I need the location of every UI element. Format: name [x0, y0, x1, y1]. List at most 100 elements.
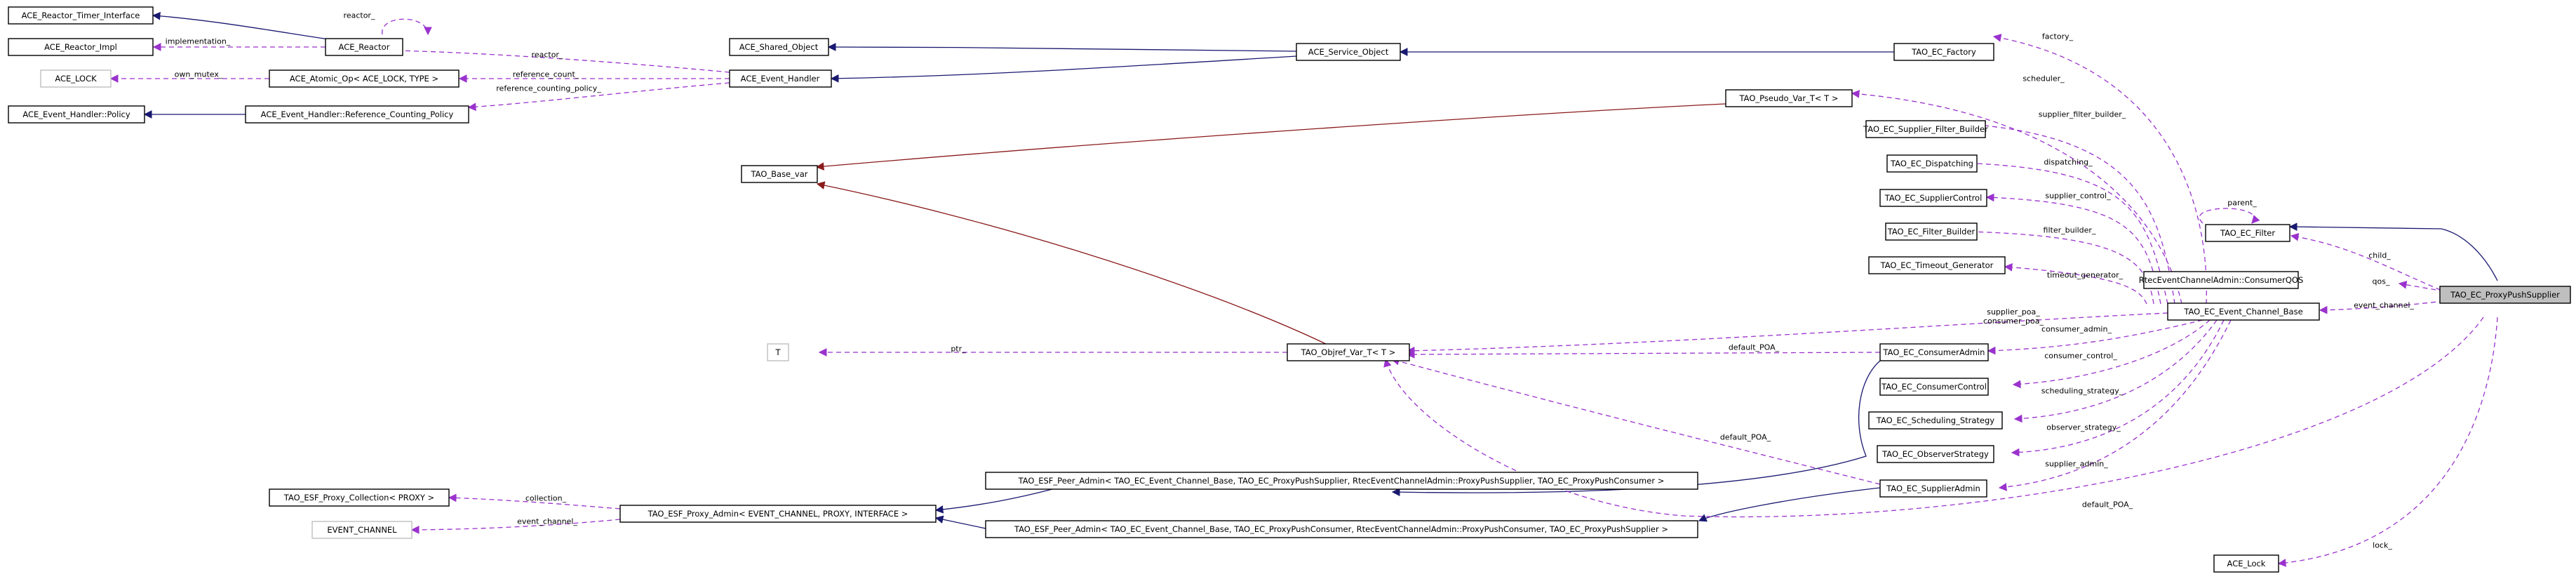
label-scheduler: scheduler_ [2022, 74, 2065, 84]
edge-proxy-push-supplier-inherits-filter [2288, 222, 2498, 281]
node-reactor-impl[interactable]: ACE_Reactor_Impl [8, 38, 154, 56]
node-consumer-qos[interactable]: RtecEventChannelAdmin::ConsumerQOS [2139, 271, 2304, 289]
node-ec-factory[interactable]: TAO_EC_Factory [1893, 43, 1994, 61]
edge-service-object-inherits-event-handler [830, 55, 1297, 83]
svg-text:ACE_Reactor_Impl: ACE_Reactor_Impl [44, 42, 117, 52]
node-reactor[interactable]: ACE_Reactor [325, 38, 403, 56]
svg-text:ACE_Event_Handler::Policy: ACE_Event_Handler::Policy [22, 109, 130, 119]
node-supplier-admin[interactable]: TAO_EC_SupplierAdmin [1879, 479, 1987, 498]
svg-text:TAO_EC_Filter_Builder: TAO_EC_Filter_Builder [1887, 227, 1975, 237]
node-atomic-op[interactable]: ACE_Atomic_Op< ACE_LOCK, TYPE > [269, 69, 459, 88]
edge-supplier-admin-default-poa [1390, 357, 1881, 485]
edge-filter-child [2290, 232, 2449, 294]
label-ptr: ptr_ [951, 345, 966, 354]
svg-text:TAO_EC_Event_Channel_Base: TAO_EC_Event_Channel_Base [2183, 307, 2302, 317]
svg-text:ACE_Atomic_Op< ACE_LOCK, TYPE: ACE_Atomic_Op< ACE_LOCK, TYPE > [290, 74, 438, 84]
node-supplier-filter-builder[interactable]: TAO_EC_Supplier_Filter_Builder [1863, 120, 1988, 138]
node-proxy-push-supplier[interactable]: TAO_EC_ProxyPushSupplier [2439, 286, 2571, 304]
edge-consumer-qos [2398, 281, 2445, 292]
node-shared-object[interactable]: ACE_Shared_Object [729, 38, 829, 56]
svg-text:TAO_EC_Dispatching: TAO_EC_Dispatching [1890, 159, 1973, 168]
node-event-channel-type[interactable]: EVENT_CHANNEL [311, 521, 412, 539]
node-event-handler-policy[interactable]: ACE_Event_Handler::Policy [8, 105, 145, 124]
node-objref-var[interactable]: TAO_Objref_Var_T< T > [1287, 343, 1410, 361]
node-filter-builder[interactable]: TAO_EC_Filter_Builder [1885, 222, 1978, 241]
edge-factory [1992, 34, 2207, 305]
node-ref-counting-policy[interactable]: ACE_Event_Handler::Reference_Counting_Po… [245, 105, 469, 124]
label-supplier-filter-builder: supplier_filter_builder_ [2039, 110, 2126, 119]
edge-peer-admin-consumer-inherits-proxy-admin [934, 515, 986, 529]
label-filter-builder: filter_builder_ [2044, 226, 2096, 235]
node-scheduling-strategy[interactable]: TAO_EC_Scheduling_Strategy [1868, 411, 2003, 430]
edge-consumer-admin-inherits-peer-admin [1391, 360, 1881, 497]
label-default-poa-2: default_POA_ [1720, 433, 1771, 442]
node-peer-admin-supplier[interactable]: TAO_ESF_Peer_Admin< TAO_EC_Event_Channel… [985, 472, 1698, 490]
edge-consumer-admin-default-poa [1406, 350, 1881, 359]
node-consumer-admin[interactable]: TAO_EC_ConsumerAdmin [1879, 343, 1989, 361]
node-service-object[interactable]: ACE_Service_Object [1296, 43, 1401, 61]
edge-supplier-filter-builder [1977, 121, 2175, 305]
svg-text:TAO_EC_Factory: TAO_EC_Factory [1911, 47, 1976, 57]
svg-text:TAO_EC_ObserverStrategy: TAO_EC_ObserverStrategy [1881, 449, 1989, 459]
edge-timeout-generator [2004, 263, 2147, 305]
label-consumer-admin: consumer_admin_ [2041, 325, 2112, 334]
nodes-layer: ACE_Reactor_Timer_Interface ACE_Reactor_… [8, 6, 2571, 573]
node-ace-lock-type[interactable]: ACE_LOCK [40, 69, 112, 88]
edge-filter-builder [1968, 227, 2154, 305]
label-reactor-eh: reactor_ [532, 51, 563, 60]
edge-supplier-poa-consumer-poa [1406, 312, 2168, 355]
svg-text:TAO_ESF_Proxy_Admin< EVENT_CHA: TAO_ESF_Proxy_Admin< EVENT_CHANNEL, PROX… [648, 509, 908, 519]
edge-pseudo-var-template-base-var [815, 103, 1726, 171]
label-timeout-generator: timeout_generator_ [2047, 271, 2124, 280]
node-ec-lock[interactable]: ACE_Lock [2213, 554, 2279, 573]
label-event-channel: event_channel_ [2354, 301, 2414, 310]
svg-text:ACE_Event_Handler::Reference_C: ACE_Event_Handler::Reference_Counting_Po… [261, 109, 454, 119]
svg-text:TAO_ESF_Peer_Admin< TAO_EC_Eve: TAO_ESF_Peer_Admin< TAO_EC_Event_Channel… [1014, 524, 1668, 534]
node-peer-admin-consumer[interactable]: TAO_ESF_Peer_Admin< TAO_EC_Event_Channel… [985, 520, 1698, 538]
label-reactor: reactor_ [344, 11, 375, 20]
svg-text:TAO_Objref_Var_T< T >: TAO_Objref_Var_T< T > [1301, 347, 1396, 357]
label-child: child_ [2368, 251, 2391, 260]
node-reactor-timer-interface[interactable]: ACE_Reactor_Timer_Interface [8, 6, 154, 25]
label-default-poa-3: default_POA_ [2082, 500, 2133, 510]
label-supplier-admin: supplier_admin_ [2045, 460, 2108, 469]
svg-text:ACE_Shared_Object: ACE_Shared_Object [739, 42, 819, 52]
edge-reactor-self [382, 18, 432, 36]
svg-text:TAO_Pseudo_Var_T< T >: TAO_Pseudo_Var_T< T > [1739, 93, 1839, 103]
edge-event-handler-reactor [393, 46, 730, 73]
label-event-channel-esf: event_channel_ [517, 517, 577, 526]
node-t[interactable]: T [767, 343, 789, 361]
node-proxy-collection[interactable]: TAO_ESF_Proxy_Collection< PROXY > [269, 488, 450, 507]
edge-supplier-admin-inherits-peer-admin [1698, 487, 1881, 522]
svg-text:TAO_Base_var: TAO_Base_var [751, 169, 808, 179]
node-consumer-control[interactable]: TAO_EC_ConsumerControl [1879, 378, 1989, 396]
edge-filter-parent [2199, 208, 2260, 224]
node-pseudo-var[interactable]: TAO_Pseudo_Var_T< T > [1725, 89, 1853, 107]
edge-lock [2277, 317, 2498, 567]
svg-text:ACE_Service_Object: ACE_Service_Object [1308, 47, 1389, 57]
edges-layer [109, 11, 2498, 567]
node-observer-strategy[interactable]: TAO_EC_ObserverStrategy [1877, 445, 1994, 463]
edge-proxy-collection [448, 493, 621, 510]
label-lock: lock_ [2373, 541, 2392, 550]
node-ec-filter[interactable]: TAO_EC_Filter [2205, 224, 2290, 242]
edge-observer-strategy [2011, 319, 2225, 457]
edge-ec-default-poa [1383, 317, 2484, 518]
svg-text:ACE_LOCK: ACE_LOCK [55, 74, 97, 84]
node-proxy-admin[interactable]: TAO_ESF_Proxy_Admin< EVENT_CHANNEL, PROX… [619, 505, 937, 523]
label-supplier-control: supplier_control_ [2045, 192, 2111, 201]
label-qos: qos_ [2373, 277, 2390, 286]
edge-dispatching [1957, 159, 2168, 305]
svg-text:ACE_Event_Handler: ACE_Event_Handler [741, 74, 820, 84]
node-supplier-control[interactable]: TAO_EC_SupplierControl [1879, 189, 1987, 207]
svg-text:TAO_EC_Scheduling_Strategy: TAO_EC_Scheduling_Strategy [1876, 415, 1994, 425]
node-base-var[interactable]: TAO_Base_var [741, 165, 818, 183]
node-event-handler[interactable]: ACE_Event_Handler [729, 69, 832, 88]
label-implementation: implementation_ [166, 37, 231, 46]
label-collection: collection_ [525, 494, 567, 503]
node-event-channel-base[interactable]: TAO_EC_Event_Channel_Base [2167, 302, 2320, 321]
node-dispatching[interactable]: TAO_EC_Dispatching [1886, 154, 1978, 173]
node-timeout-generator[interactable]: TAO_EC_Timeout_Generator [1868, 256, 2006, 274]
edge-consumer-control [2012, 319, 2211, 389]
